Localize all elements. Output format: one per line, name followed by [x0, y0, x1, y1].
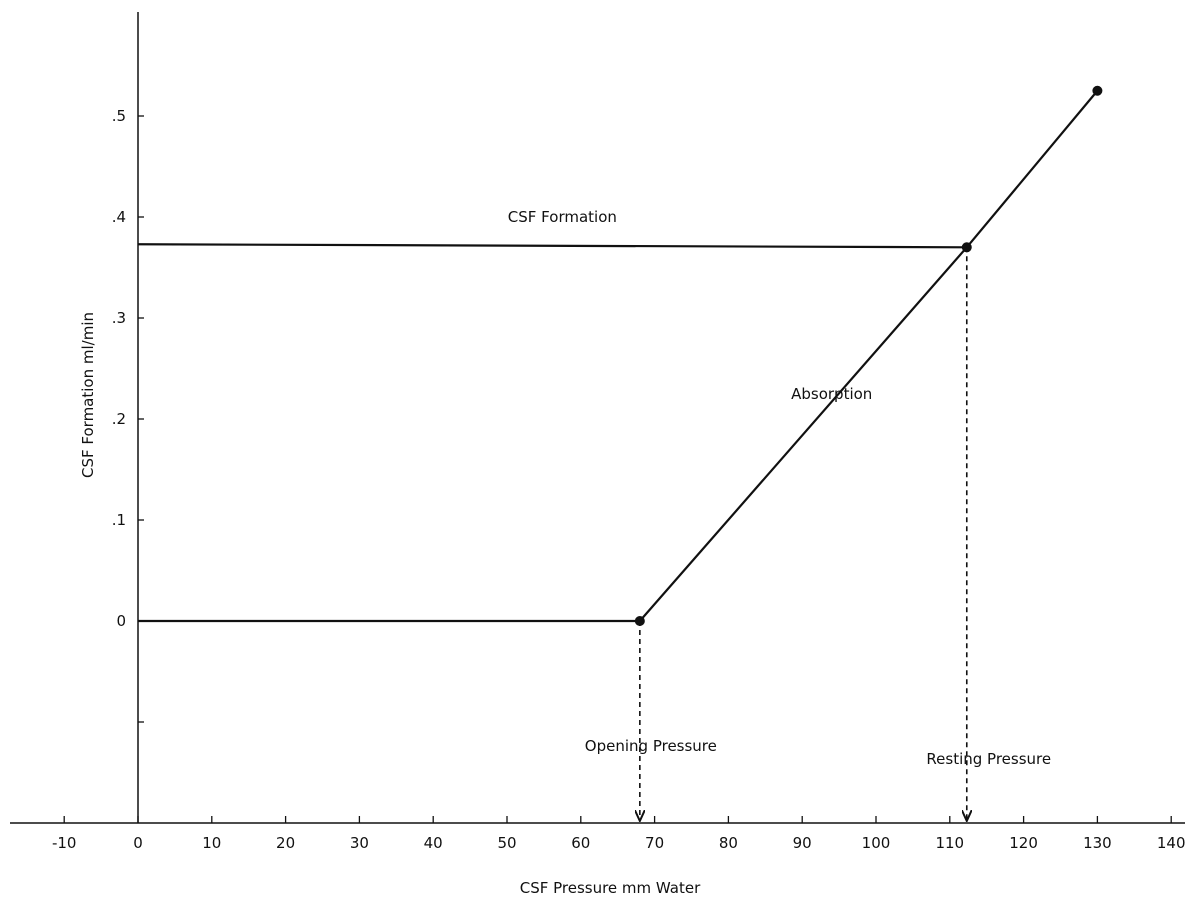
x-tick-label: 120	[1009, 834, 1038, 852]
y-tick-label: .4	[112, 208, 126, 226]
x-axis-title: CSF Pressure mm Water	[520, 879, 701, 897]
x-tick-label: -10	[52, 834, 77, 852]
y-tick-label: .2	[112, 410, 126, 428]
y-tick-label: .5	[112, 107, 126, 125]
series-layer	[137, 85, 1103, 821]
resting-pressure-label: Resting Pressure	[926, 750, 1051, 768]
x-tick-label: 0	[133, 834, 143, 852]
y-tick-label: 0	[116, 612, 126, 630]
data-point	[1092, 85, 1103, 96]
x-tick-label: 140	[1157, 834, 1186, 852]
x-tick-label: 90	[793, 834, 812, 852]
x-tick-label: 100	[862, 834, 891, 852]
x-tick-label: 130	[1083, 834, 1112, 852]
y-tick-label: .1	[112, 511, 126, 529]
axes: -10 0 10 20 30 40 50 60 70 80 90 100 110 120 130 140 0 .1…	[10, 12, 1186, 852]
x-tick-label: 40	[424, 834, 443, 852]
x-tick-label: 30	[350, 834, 369, 852]
absorption-line	[138, 90, 1099, 623]
opening-pressure-label: Opening Pressure	[585, 737, 717, 755]
x-tick-label: 70	[645, 834, 664, 852]
x-tick-label: 110	[935, 834, 964, 852]
absorption-label: Absorption	[791, 385, 872, 403]
x-tick-label: 60	[571, 834, 590, 852]
csf-formation-label: CSF Formation	[508, 208, 617, 226]
y-axis-title: CSF Formation ml/min	[79, 312, 97, 478]
annotations: Opening Pressure Resting Pressure CSF Form…	[508, 208, 1051, 768]
formation-line	[137, 243, 967, 249]
x-tick-label: 20	[276, 834, 295, 852]
data-point	[634, 616, 645, 626]
data-point	[961, 242, 972, 253]
x-tick-label: 50	[497, 834, 516, 852]
x-tick-label: 10	[202, 834, 221, 852]
y-tick-label: .3	[112, 309, 126, 327]
x-tick-label: 80	[719, 834, 738, 852]
